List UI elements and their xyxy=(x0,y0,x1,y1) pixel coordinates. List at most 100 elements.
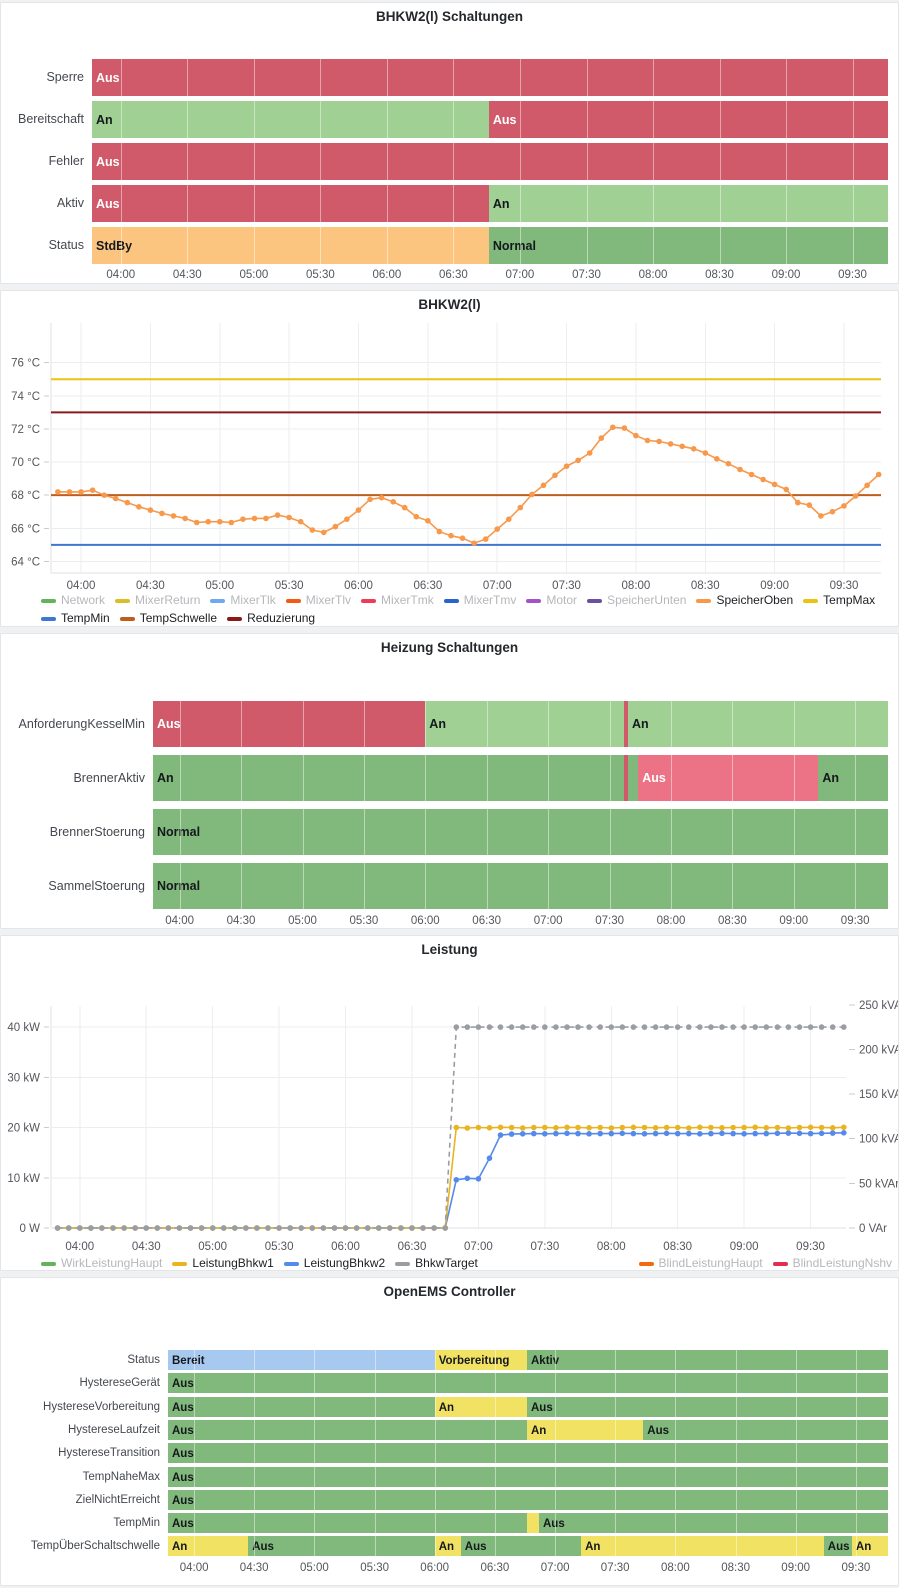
x-tick-label: 08:00 xyxy=(661,1562,690,1574)
x-tick-label: 06:00 xyxy=(372,269,402,281)
legend-item-Network[interactable]: Network xyxy=(41,593,105,608)
legend-label: SpeicherOben xyxy=(716,593,794,607)
legend-item-MixerTlk[interactable]: MixerTlk xyxy=(210,593,276,608)
legend-item-LeistungBhkw1[interactable]: LeistungBhkw1 xyxy=(172,1256,274,1270)
legend-swatch-icon xyxy=(361,598,377,603)
panel-title-heizung-schaltungen[interactable]: Heizung Schaltungen xyxy=(380,640,519,655)
legend-label: MixerReturn xyxy=(135,593,201,607)
legend-swatch-icon xyxy=(638,1261,654,1266)
legend-label: WirkLeistungHaupt xyxy=(61,1256,163,1270)
legend-item-MixerTmv[interactable]: MixerTmv xyxy=(443,593,516,608)
timeline-row-label: HystereseTransition xyxy=(58,1447,160,1460)
legend-label: MixerTlv xyxy=(305,593,352,607)
x-tick-label: 07:30 xyxy=(552,580,581,592)
x-tick-label: 04:30 xyxy=(239,1562,269,1574)
y-tick-label: 40 kW xyxy=(7,1022,40,1034)
legend-swatch-icon xyxy=(119,616,135,621)
legend-item-SpeicherUnten[interactable]: SpeicherUnten xyxy=(587,593,686,608)
timeline-row-label: Aktiv xyxy=(56,196,84,210)
y-tick-label: 76 °C xyxy=(11,358,40,370)
x-tick-label: 09:30 xyxy=(838,269,867,281)
x-tick-label: 05:00 xyxy=(205,580,234,592)
x-tick-label: 06:30 xyxy=(413,580,442,592)
x-tick-label: 06:00 xyxy=(420,1562,450,1574)
panel-title-bhkw2-schaltungen[interactable]: BHKW2(l) Schaltungen xyxy=(376,9,523,24)
state-segment: Aus xyxy=(92,59,888,96)
legend-swatch-icon xyxy=(210,598,226,603)
chart-legend: WirkLeistungHaupt LeistungBhkw1 LeistungBh… xyxy=(41,1256,892,1270)
x-tick-label: 09:30 xyxy=(840,915,870,927)
panel-bhkw2-schaltungen: BHKW2(l) Schaltungen Sperre Aus Bereitscha… xyxy=(0,2,899,284)
legend-item-MixerTmk[interactable]: MixerTmk xyxy=(361,593,434,608)
state-segment: An xyxy=(527,1419,644,1440)
x-tick-label: 07:30 xyxy=(530,1241,559,1253)
legend-item-LeistungBhkw2[interactable]: LeistungBhkw2 xyxy=(283,1256,385,1270)
state-segment: Normal xyxy=(153,863,888,909)
state-segment: Aus xyxy=(168,1396,435,1417)
legend-swatch-icon xyxy=(41,616,56,621)
x-tick-label: 04:00 xyxy=(106,269,136,281)
legend-label: Motor xyxy=(546,593,578,607)
x-tick-label: 08:00 xyxy=(656,915,686,927)
legend-swatch-icon xyxy=(587,598,603,603)
legend-item-Reduzierung[interactable]: Reduzierung xyxy=(227,611,315,626)
x-tick-label: 07:00 xyxy=(540,1562,570,1574)
legend-item-SpeicherOben[interactable]: SpeicherOben xyxy=(696,593,793,608)
legend-label: BhkwTarget xyxy=(415,1256,478,1270)
state-segment xyxy=(623,701,628,747)
panel-heizung-schaltungen: Heizung Schaltungen AnforderungKesselMin… xyxy=(0,633,899,929)
timeline-row: Aus xyxy=(168,1489,888,1510)
x-tick-label: 09:00 xyxy=(779,915,809,927)
timeline-row-label: BrennerStoerung xyxy=(49,825,145,839)
state-segment xyxy=(623,755,628,801)
legend-label: Network xyxy=(61,593,106,607)
legend-item-MixerReturn[interactable]: MixerReturn xyxy=(115,593,200,608)
x-tick-label: 08:30 xyxy=(663,1241,692,1253)
state-segment: Aus xyxy=(92,185,489,222)
state-segment: An xyxy=(425,701,624,747)
state-segment: Aus xyxy=(460,1536,582,1557)
panel-title-leistung-chart[interactable]: Leistung xyxy=(421,942,478,957)
timeline-row-label: Fehler xyxy=(48,154,84,168)
legend-item-WirkLeistungHaupt[interactable]: WirkLeistungHaupt xyxy=(41,1256,163,1270)
legend-item-BlindLeistungHaupt[interactable]: BlindLeistungHaupt xyxy=(638,1256,763,1270)
x-tick-label: 05:30 xyxy=(265,1241,294,1253)
legend-item-TempMin[interactable]: TempMin xyxy=(41,611,110,626)
legend-item-BhkwTarget[interactable]: BhkwTarget xyxy=(395,1256,478,1270)
x-tick-label: 09:30 xyxy=(841,1562,871,1574)
legend-item-BlindLeistungNshv[interactable]: BlindLeistungNshv xyxy=(772,1256,892,1270)
x-tick-label: 05:00 xyxy=(198,1241,227,1253)
x-tick-label: 07:00 xyxy=(483,580,512,592)
state-segment: Vorbereitung xyxy=(434,1350,527,1370)
state-segment: Aus xyxy=(168,1513,527,1534)
x-tick-label: 07:00 xyxy=(533,915,563,927)
x-tick-label: 04:00 xyxy=(67,580,96,592)
legend-item-TempMax[interactable]: TempMax xyxy=(803,593,875,608)
y-tick-label: 70 °C xyxy=(11,457,40,469)
timeline-row: Aus An Aus xyxy=(168,1396,888,1417)
y-tick-label: 0 W xyxy=(20,1223,41,1235)
timeline-row-label: Bereitschaft xyxy=(17,112,84,126)
x-tick-label: 06:30 xyxy=(472,915,502,927)
state-segment: An xyxy=(92,101,489,138)
timeline-row-label: Status xyxy=(127,1354,160,1366)
legend-item-MixerTlv[interactable]: MixerTlv xyxy=(285,593,352,608)
timeline-row: Aus An An xyxy=(153,701,888,747)
x-tick-label: 07:00 xyxy=(464,1241,493,1253)
state-segment: Aktiv xyxy=(527,1350,888,1370)
timeline-row-label: HystereseVorbereitung xyxy=(43,1400,160,1413)
x-tick-label: 05:30 xyxy=(275,580,304,592)
legend-item-Motor[interactable]: Motor xyxy=(526,593,577,608)
timeline-row: Aus xyxy=(168,1443,888,1464)
timeline-row-label: HystereseLaufzeit xyxy=(67,1423,160,1436)
legend-swatch-icon xyxy=(696,598,712,603)
x-tick-label: 06:30 xyxy=(439,269,468,281)
panel-title-openems-controller[interactable]: OpenEMS Controller xyxy=(383,1284,516,1299)
timeline-row-label: SammelStoerung xyxy=(48,879,145,893)
panel-title-bhkw2-chart[interactable]: BHKW2(l) xyxy=(418,297,481,312)
panel-leistung-chart: Leistung 0 W 10 kW 20 kW 30 kW 40 kW 0 VAr 50 … xyxy=(0,935,899,1271)
legend-item-TempSchwelle[interactable]: TempSchwelle xyxy=(119,611,217,626)
timeline-row: StdBy Normal xyxy=(92,227,888,264)
legend-swatch-icon xyxy=(172,1261,188,1266)
legend-swatch-icon xyxy=(115,598,131,603)
